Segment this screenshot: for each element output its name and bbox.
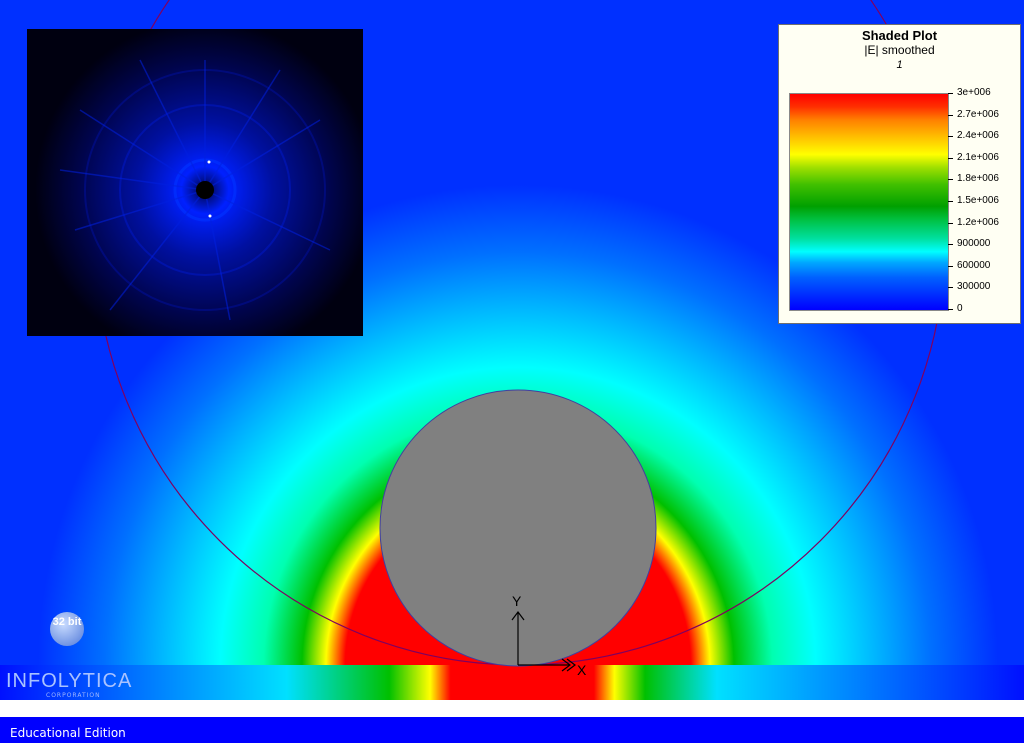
x-axis-label: X — [577, 662, 587, 678]
license-ip: 150.134.101.156 — [14, 709, 100, 720]
brand-name: INFOLYTICA — [6, 670, 133, 692]
legend-tick — [948, 222, 953, 224]
legend-tick-label: 2.1e+006 — [957, 151, 999, 163]
shaded-plot-legend[interactable]: Shaded Plot |E| smoothed 1 3e+006 2.7e+00… — [778, 24, 1021, 324]
y-axis-label: Y — [512, 593, 522, 609]
legend-tick-label: 0 — [957, 303, 963, 314]
edition-label: Educational Edition — [10, 726, 126, 740]
legend-tick — [948, 201, 953, 202]
legend-color-bar — [789, 93, 949, 311]
32bit-badge-icon: 32 bit — [50, 612, 84, 646]
legend-index: 1 — [896, 59, 903, 71]
legend-tick — [948, 265, 953, 267]
legend-tick-label: 3e+006 — [957, 87, 991, 98]
legend-tick — [948, 179, 953, 181]
legend-tick-label: 300000 — [957, 281, 991, 293]
dielectric-strip — [0, 665, 1024, 700]
legend-tick — [948, 287, 953, 289]
lower-region — [0, 717, 1024, 743]
infolytica-watermark: 32 bit INFOLYTICA CORPORATION 150.134.10… — [6, 612, 146, 742]
ground-plane — [0, 700, 1024, 717]
legend-tick-label: 2.4e+006 — [957, 130, 999, 142]
legend-tick-label: 1.5e+006 — [957, 195, 999, 206]
legend-tick-label: 1.2e+006 — [957, 216, 999, 228]
conductor-circle[interactable] — [379, 389, 657, 667]
legend-title: Shaded Plot — [861, 28, 938, 43]
legend-tick — [948, 309, 953, 310]
inset-image — [27, 29, 363, 336]
legend-tick — [948, 114, 953, 116]
legend-tick-label: 2.7e+006 — [957, 108, 999, 120]
legend-tick-label: 900000 — [957, 238, 991, 250]
legend-quantity: |E| smoothed — [864, 43, 935, 57]
legend-tick-label: 1.8e+006 — [957, 173, 999, 185]
legend-tick — [948, 244, 953, 246]
legend-tick — [948, 157, 953, 159]
legend-tick-label: 600000 — [957, 259, 991, 271]
axis-triad-icon — [511, 611, 576, 672]
legend-tick — [948, 93, 953, 94]
legend-tick — [948, 136, 953, 138]
brand-corporation: CORPORATION — [46, 692, 101, 699]
